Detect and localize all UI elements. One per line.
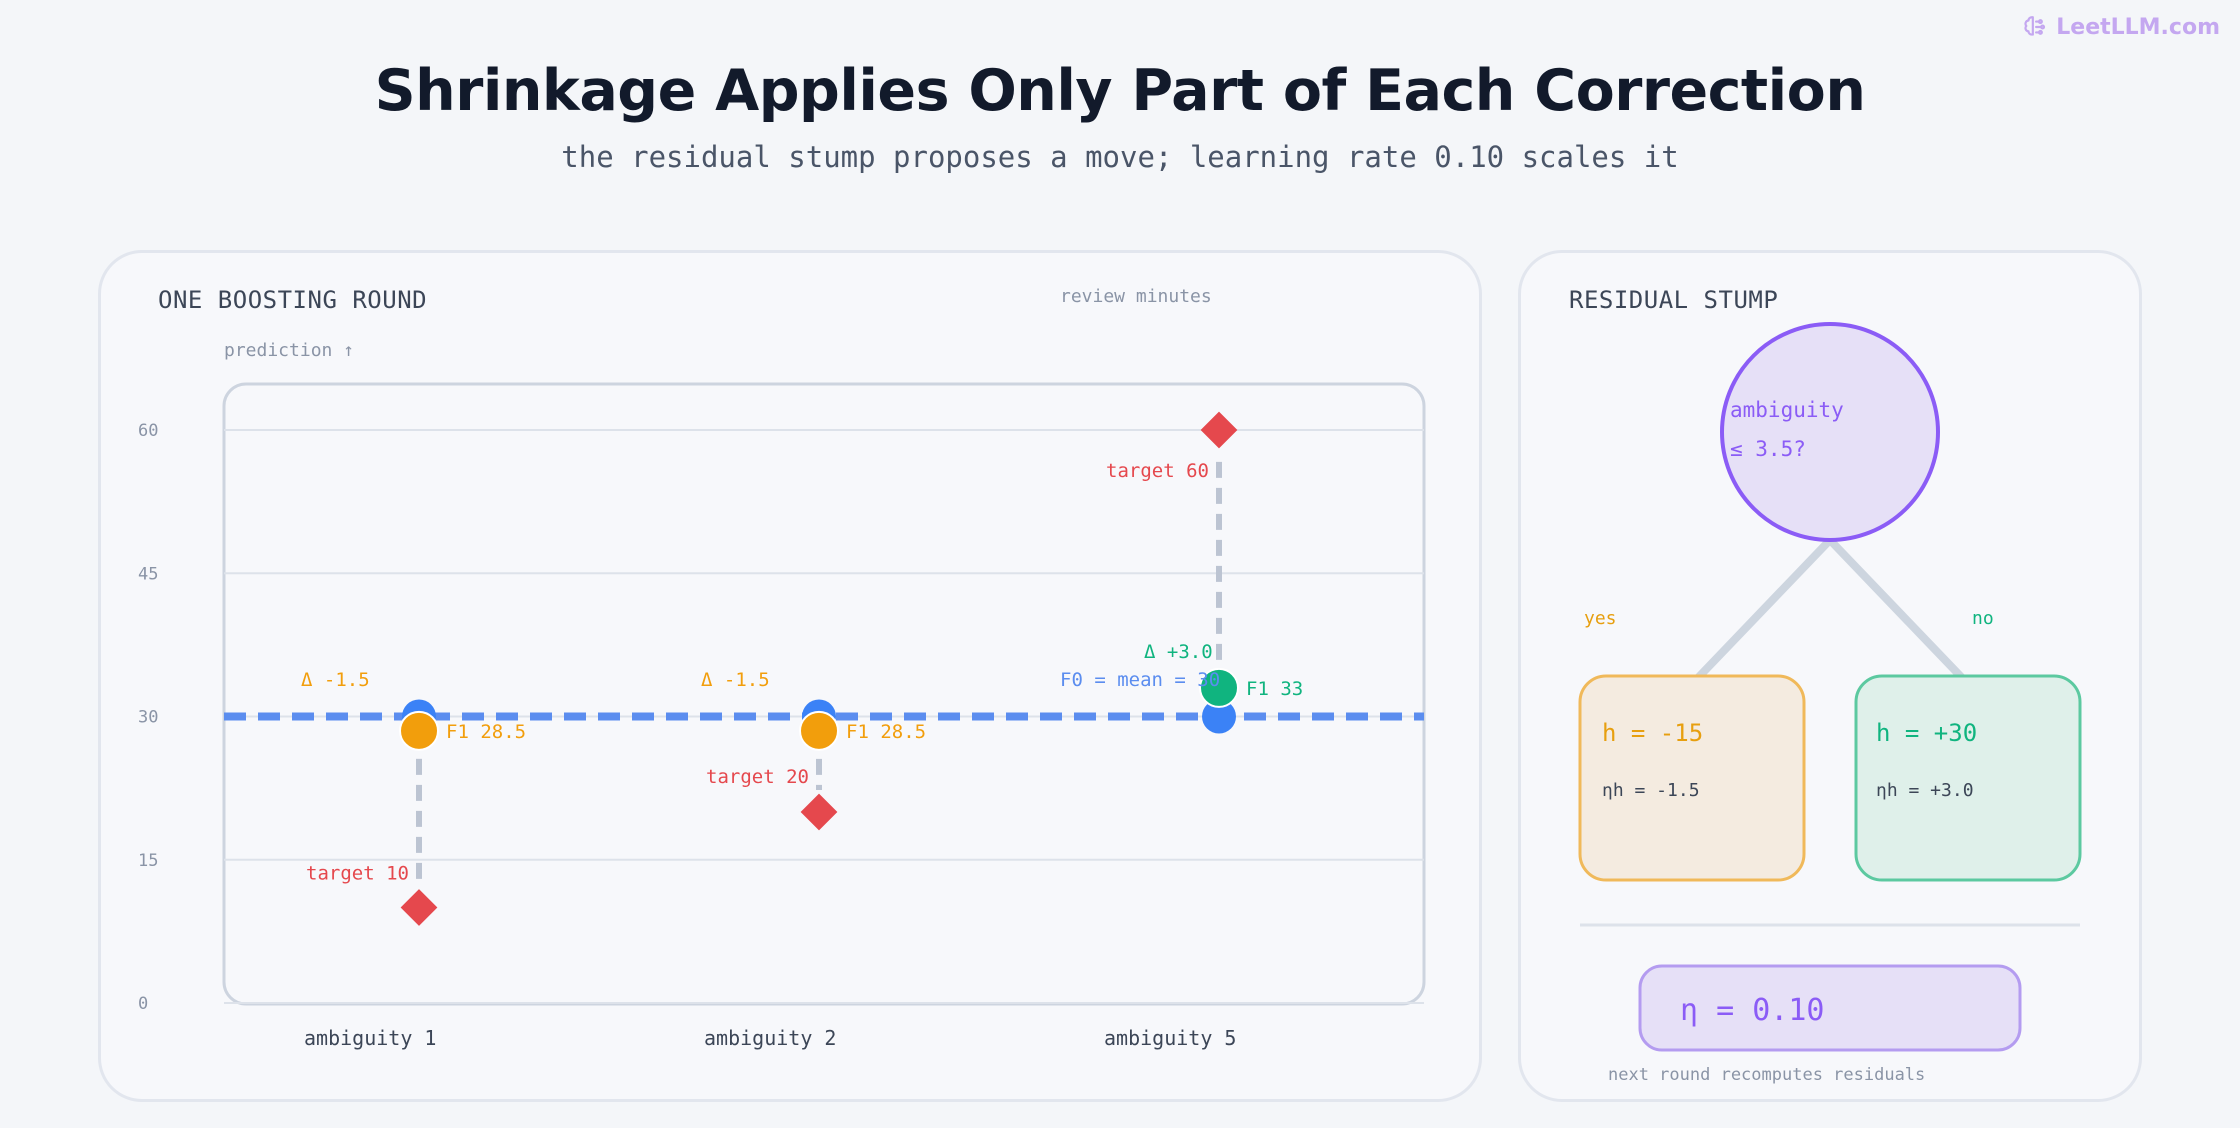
brain-icon <box>2024 16 2046 36</box>
residual-stump-panel: RESIDUAL STUMP <box>1518 250 2142 1102</box>
page-subtitle: the residual stump proposes a move; lear… <box>561 140 1679 174</box>
panel-heading-residual-stump: RESIDUAL STUMP <box>1569 286 1779 314</box>
page-title: Shrinkage Applies Only Part of Each Corr… <box>374 58 1866 124</box>
brand-name: LeetLLM.com <box>2056 14 2220 40</box>
boosting-round-panel: ONE BOOSTING ROUND <box>98 250 1482 1102</box>
panel-heading-boosting-round: ONE BOOSTING ROUND <box>158 286 428 314</box>
brand-logo[interactable]: LeetLLM.com <box>2022 14 2220 40</box>
